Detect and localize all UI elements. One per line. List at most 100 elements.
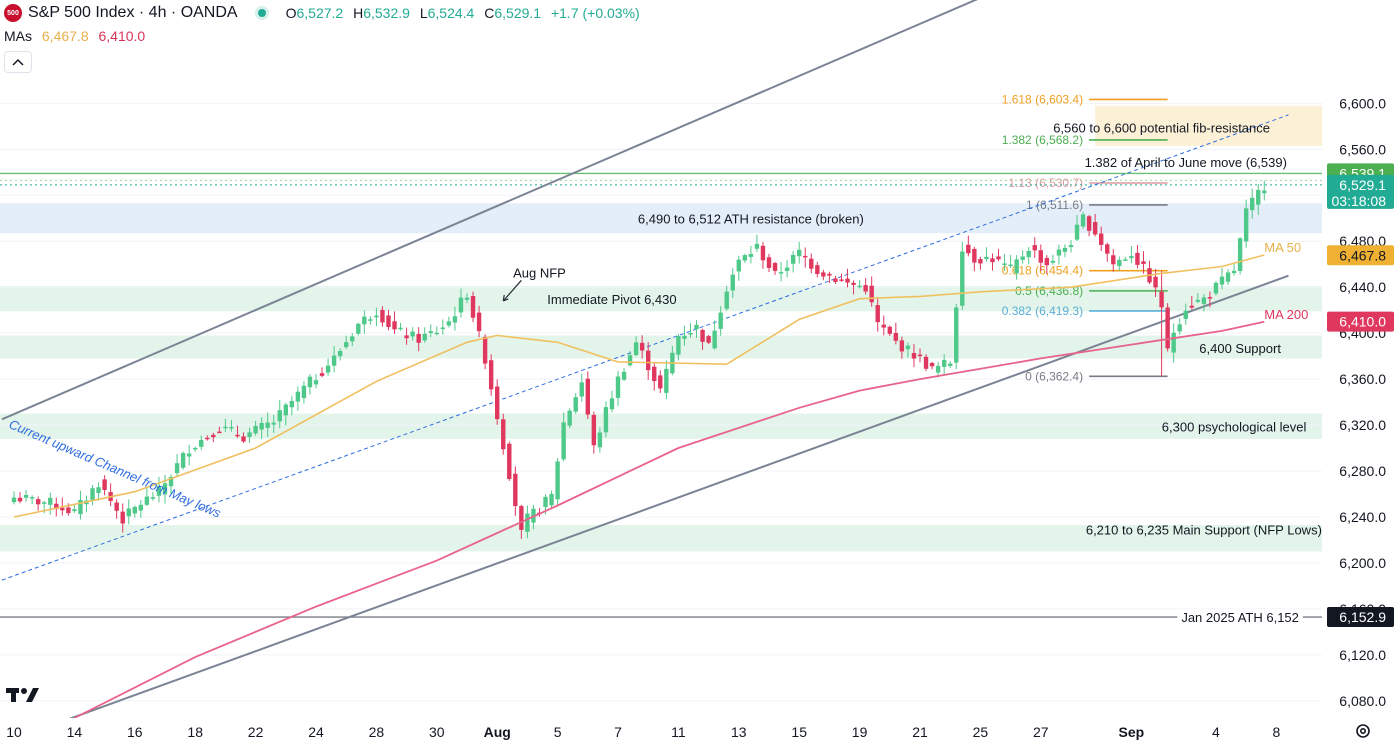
- candle-176[interactable]: [1074, 214, 1080, 242]
- candle-75[interactable]: [464, 293, 470, 304]
- candle-54[interactable]: [337, 348, 343, 361]
- candle-202[interactable]: [1231, 264, 1237, 276]
- candle-17[interactable]: [114, 499, 119, 519]
- candle-172[interactable]: [1050, 254, 1056, 265]
- annotation-4[interactable]: Immediate Pivot 6,430: [547, 292, 676, 307]
- candle-187[interactable]: [1141, 251, 1146, 274]
- candle-99[interactable]: [609, 390, 615, 413]
- candle-127[interactable]: [778, 261, 784, 282]
- candle-20[interactable]: [132, 505, 137, 518]
- annotation-9[interactable]: 6,210 to 6,235 Main Support (NFP Lows): [1086, 523, 1322, 538]
- ma200-line[interactable]: [73, 320, 1265, 719]
- candle-138[interactable]: [845, 268, 850, 288]
- candle-19[interactable]: [126, 499, 131, 525]
- candle-16[interactable]: [108, 483, 113, 507]
- candle-30[interactable]: [193, 446, 198, 452]
- candle-104[interactable]: [639, 335, 645, 359]
- candle-201[interactable]: [1225, 269, 1231, 285]
- candle-147[interactable]: [899, 336, 905, 359]
- candle-159[interactable]: [972, 246, 977, 272]
- annotation-3[interactable]: Aug NFP: [513, 265, 566, 280]
- candle-50[interactable]: [313, 374, 319, 389]
- candle-82[interactable]: [507, 441, 512, 481]
- candle-163[interactable]: [996, 248, 1001, 262]
- candle-67[interactable]: [416, 327, 421, 352]
- candle-118[interactable]: [724, 286, 729, 311]
- candle-207[interactable]: [1262, 180, 1267, 201]
- candle-165[interactable]: [1008, 254, 1013, 268]
- candle-110[interactable]: [676, 334, 681, 361]
- candle-186[interactable]: [1135, 245, 1140, 269]
- candle-105[interactable]: [646, 342, 651, 380]
- price-label-1[interactable]: 6,529.103:18:08: [1327, 174, 1394, 209]
- candle-113[interactable]: [694, 320, 699, 339]
- candle-0[interactable]: [11, 491, 17, 505]
- candle-94[interactable]: [579, 373, 584, 402]
- ma50-line[interactable]: [13, 254, 1265, 518]
- candle-150[interactable]: [917, 348, 923, 363]
- candle-4[interactable]: [35, 496, 41, 511]
- candle-171[interactable]: [1044, 255, 1050, 275]
- candle-85[interactable]: [525, 505, 530, 539]
- candle-49[interactable]: [307, 374, 313, 395]
- candle-199[interactable]: [1213, 281, 1219, 296]
- candle-174[interactable]: [1062, 244, 1068, 258]
- candle-65[interactable]: [404, 327, 409, 345]
- candle-48[interactable]: [301, 381, 307, 404]
- candle-18[interactable]: [120, 503, 125, 533]
- candle-98[interactable]: [603, 401, 609, 438]
- candle-158[interactable]: [966, 235, 971, 257]
- candle-23[interactable]: [150, 491, 156, 501]
- candle-188[interactable]: [1147, 260, 1152, 285]
- candle-101[interactable]: [621, 368, 627, 381]
- candle-134[interactable]: [821, 269, 826, 281]
- candle-175[interactable]: [1068, 240, 1074, 253]
- candle-6[interactable]: [48, 492, 53, 515]
- candle-152[interactable]: [929, 361, 935, 370]
- candle-168[interactable]: [1026, 247, 1031, 265]
- candle-22[interactable]: [144, 486, 150, 506]
- candle-14[interactable]: [96, 482, 101, 501]
- candle-90[interactable]: [555, 458, 560, 506]
- candle-29[interactable]: [186, 444, 192, 466]
- candle-100[interactable]: [615, 371, 621, 407]
- candle-37[interactable]: [235, 425, 240, 438]
- symbol-title[interactable]: S&P 500 Index · 4h · OANDA: [28, 4, 238, 21]
- candle-123[interactable]: [754, 234, 760, 252]
- candle-42[interactable]: [265, 412, 270, 438]
- candle-122[interactable]: [748, 245, 754, 264]
- candle-197[interactable]: [1201, 293, 1207, 312]
- candle-97[interactable]: [597, 427, 603, 453]
- price-label-3[interactable]: 6,410.0: [1327, 311, 1394, 332]
- candle-130[interactable]: [797, 241, 802, 264]
- candle-89[interactable]: [549, 490, 554, 508]
- candle-146[interactable]: [893, 322, 899, 345]
- candle-132[interactable]: [809, 253, 814, 274]
- annotation-7[interactable]: 6,400 Support: [1199, 341, 1281, 356]
- candle-196[interactable]: [1195, 293, 1201, 304]
- candle-53[interactable]: [331, 346, 337, 373]
- annotation-1[interactable]: 1.382 of April to June move (6,539): [1085, 155, 1287, 170]
- candle-154[interactable]: [941, 354, 947, 376]
- candle-148[interactable]: [905, 342, 911, 358]
- candle-161[interactable]: [984, 247, 989, 262]
- candle-129[interactable]: [790, 250, 796, 273]
- candle-205[interactable]: [1250, 188, 1255, 219]
- candle-7[interactable]: [54, 497, 59, 517]
- candle-60[interactable]: [374, 307, 379, 327]
- channel-lower-line[interactable]: [61, 274, 1289, 723]
- candle-64[interactable]: [398, 322, 403, 331]
- candle-191[interactable]: [1165, 303, 1170, 352]
- candle-34[interactable]: [217, 426, 222, 434]
- candle-190[interactable]: [1159, 288, 1164, 310]
- candle-156[interactable]: [954, 303, 959, 370]
- candle-173[interactable]: [1056, 244, 1062, 265]
- candle-170[interactable]: [1038, 244, 1043, 272]
- candle-139[interactable]: [851, 280, 856, 295]
- candle-142[interactable]: [869, 276, 874, 307]
- candle-83[interactable]: [513, 466, 518, 516]
- candle-116[interactable]: [712, 320, 717, 350]
- candle-136[interactable]: [833, 275, 838, 284]
- candle-27[interactable]: [174, 454, 180, 477]
- candle-2[interactable]: [23, 490, 29, 502]
